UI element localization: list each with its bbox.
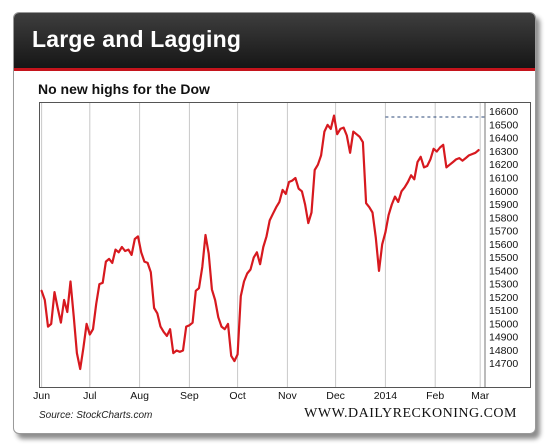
x-tick-label: Sep: [180, 390, 199, 402]
banner-title: Large and Lagging: [32, 26, 242, 52]
y-tick-label: 15800: [489, 212, 518, 224]
y-tick-label: 15500: [489, 252, 518, 264]
y-tick-label: 16000: [489, 186, 518, 198]
y-tick-label: 14800: [489, 345, 518, 357]
y-tick-label: 16100: [489, 172, 518, 184]
chart-title: No new highs for the Dow: [38, 81, 210, 97]
brand-url: WWW.DAILYRECKONING.COM: [304, 406, 517, 421]
x-tick-label: 2014: [374, 390, 398, 402]
plot-area: 16600 16500 16400 16300 16200 16100 16000 15900…: [39, 102, 531, 388]
y-tick-label: 15100: [489, 305, 518, 317]
source-note: Source: StockCharts.com: [39, 410, 153, 421]
banner-divider: [14, 68, 535, 71]
x-tick-label: Oct: [229, 390, 245, 402]
y-tick-label: 15200: [489, 292, 518, 304]
x-tick-label: Mar: [471, 390, 490, 402]
y-tick-label: 14900: [489, 332, 518, 344]
y-tick-label: 15700: [489, 226, 518, 238]
y-tick-label: 16400: [489, 133, 518, 145]
y-tick-label: 15600: [489, 239, 518, 251]
banner: Large and Lagging: [14, 13, 535, 68]
y-tick-label: 16500: [489, 119, 518, 131]
x-axis-labels: Jun Jul Aug Sep Oct Nov Dec 2014 Feb Mar: [33, 390, 490, 402]
x-tick-label: Dec: [326, 390, 345, 402]
y-tick-label: 15400: [489, 265, 518, 277]
x-tick-label: Feb: [426, 390, 444, 402]
y-tick-label: 14700: [489, 358, 518, 370]
y-tick-label: 15000: [489, 318, 518, 330]
y-tick-label: 16200: [489, 159, 518, 171]
x-tick-label: Jul: [83, 390, 96, 402]
y-tick-label: 15300: [489, 279, 518, 291]
x-tick-label: Jun: [33, 390, 50, 402]
chart-card: Large and Lagging No new highs for the D…: [13, 12, 536, 434]
dow-series-line: [40, 114, 480, 371]
y-tick-label: 16300: [489, 146, 518, 158]
y-tick-label: 16600: [489, 106, 518, 118]
y-tick-label: 15900: [489, 199, 518, 211]
x-tick-label: Aug: [130, 390, 149, 402]
x-tick-label: Nov: [278, 390, 297, 402]
